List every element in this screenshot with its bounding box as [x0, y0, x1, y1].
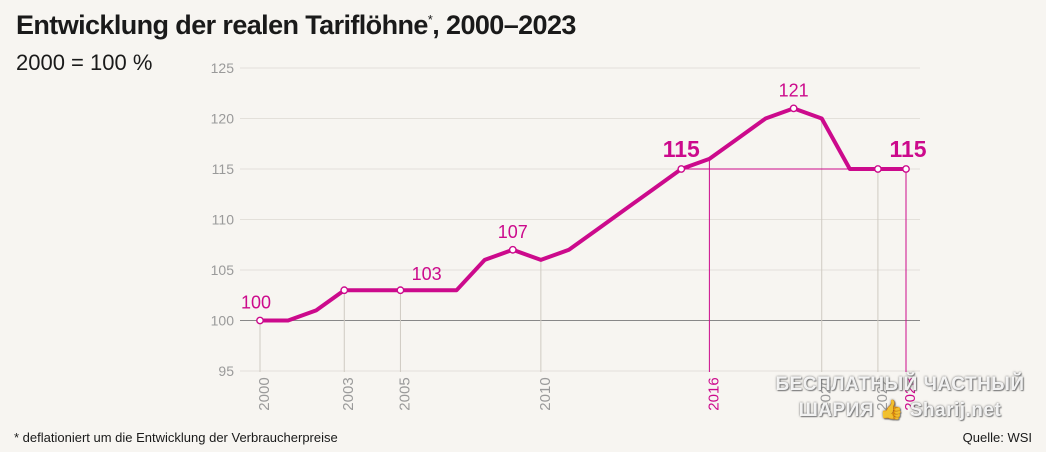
x-tick-label-2010: 2010: [537, 377, 554, 410]
data-point-2003: [340, 286, 349, 295]
value-label-2003: 103: [412, 264, 442, 284]
footnote: * deflationiert um die Entwicklung der V…: [14, 430, 338, 445]
chart-title-suffix: , 2000–2023: [432, 10, 576, 40]
watermark: БЕСПЛАТНЫЙ ЧАСТНЫЙ ШАРИЯ 👍 Sharij.net: [770, 372, 1030, 424]
y-tick-label-115: 115: [212, 161, 235, 177]
value-label-2000: 100: [241, 293, 271, 313]
x-tick-label-2003: 2003: [340, 377, 357, 410]
y-tick-label-120: 120: [211, 111, 235, 127]
x-tick-label-2016: 2016: [705, 377, 722, 410]
data-point-2022: [874, 165, 882, 173]
x-tick-label-2000: 2000: [256, 377, 273, 410]
data-point-2023: [902, 165, 910, 173]
x-tick-label-2020: 2020: [818, 377, 835, 410]
value-label-2015: 115: [663, 136, 700, 162]
data-point-2019: [789, 104, 798, 113]
y-tick-label-105: 105: [211, 262, 235, 278]
data-point-2015: [677, 165, 686, 173]
chart-title-text: Entwicklung der realen Tariflöhne: [16, 10, 428, 40]
x-tick-label-2005: 2005: [396, 377, 413, 410]
watermark-line-2: ШАРИЯ 👍 Sharij.net: [798, 400, 1002, 421]
data-point-2009: [508, 245, 517, 254]
data-point-2000: [256, 316, 264, 325]
series-line: [258, 106, 908, 323]
value-label-2019: 121: [779, 80, 809, 100]
chart-subtitle: 2000 = 100 %: [16, 50, 153, 75]
watermark-line-1: БЕСПЛАТНЫЙ ЧАСТНЫЙ: [775, 374, 1025, 395]
x-tick-label-2022: 2022: [874, 377, 891, 410]
value-label-2023: 115: [889, 136, 926, 162]
y-tick-label-100: 100: [211, 313, 235, 329]
y-tick-label-125: 125: [211, 60, 235, 76]
source-note: Quelle: WSI: [962, 430, 1032, 445]
value-label-2009: 107: [498, 222, 528, 242]
chart-title: Entwicklung der realen Tariflöhne*, 2000…: [16, 10, 576, 41]
data-point-2005: [396, 286, 405, 295]
y-tick-label-95: 95: [218, 363, 234, 379]
title-footnote-marker: *: [427, 12, 433, 27]
y-tick-label-110: 110: [212, 212, 235, 228]
x-tick-label-2023: 2023: [902, 377, 919, 410]
